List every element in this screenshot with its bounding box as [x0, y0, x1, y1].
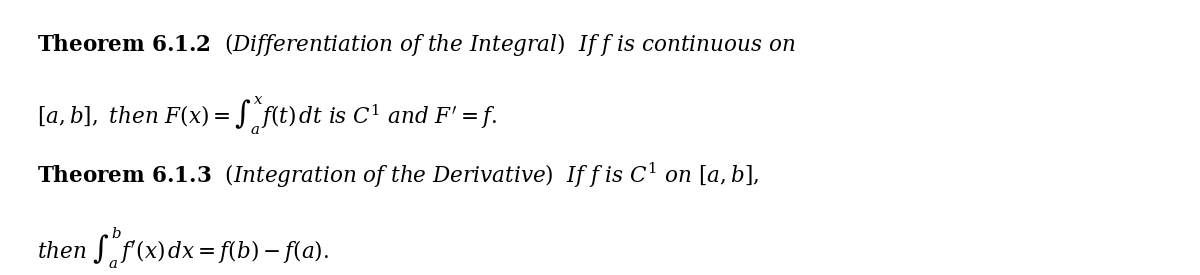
Text: $\mathit{then}\ \int_a^b f'(x)\,dx = f(b) - f(a)\mathit{.}$: $\mathit{then}\ \int_a^b f'(x)\,dx = f(b… [37, 225, 329, 271]
Text: $\mathbf{Theorem\ 6.1.2}$  $\mathit{(Differentiation\ of\ the\ Integral)}$  $\ma: $\mathbf{Theorem\ 6.1.2}$ $\mathit{(Diff… [37, 31, 796, 58]
Text: $[a,b]\mathit{,\ then}\ F(x) = \int_a^x f(t)\,dt\ \mathit{is}\ C^1\ \mathit{and}: $[a,b]\mathit{,\ then}\ F(x) = \int_a^x … [37, 95, 497, 137]
Text: $\mathbf{Theorem\ 6.1.3}$  $\mathit{(Integration\ of\ the\ Derivative)}$  $\math: $\mathbf{Theorem\ 6.1.3}$ $\mathit{(Inte… [37, 161, 760, 190]
